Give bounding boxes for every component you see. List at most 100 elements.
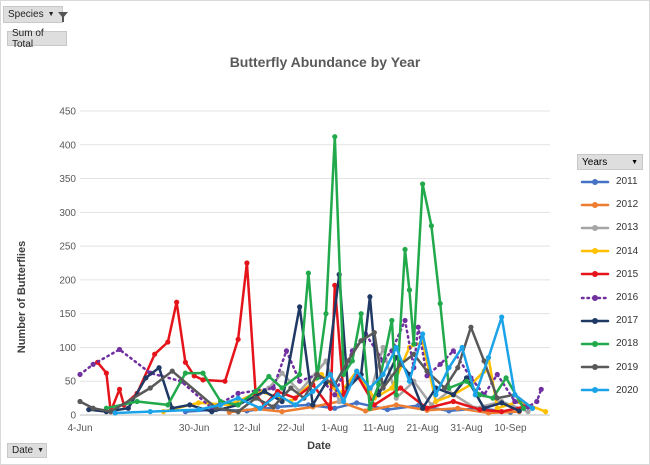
data-point: [437, 361, 443, 367]
dropdown-arrow-icon: ▼: [631, 158, 638, 166]
data-point: [376, 392, 382, 398]
data-point: [415, 324, 421, 330]
series-2018: [103, 134, 527, 411]
data-point: [393, 392, 399, 398]
data-point: [134, 398, 140, 405]
sum-of-total-label: Sum of Total: [12, 27, 44, 50]
data-point: [512, 392, 518, 398]
data-point: [367, 405, 373, 411]
data-point: [169, 368, 175, 374]
legend-item: 2020: [577, 379, 643, 402]
legend-header-label: Years: [582, 156, 608, 168]
data-point: [437, 300, 443, 307]
x-tick-label: 12-Jul: [233, 423, 260, 434]
legend-item: 2013: [577, 216, 643, 239]
legend-swatch: [580, 271, 610, 278]
date-field-button[interactable]: Date ▼: [7, 443, 47, 458]
legend-label: 2013: [616, 222, 639, 234]
data-point: [235, 390, 241, 396]
y-tick-label: 0: [70, 411, 76, 422]
data-point: [90, 361, 96, 367]
data-point: [380, 371, 386, 378]
data-point: [420, 181, 426, 187]
dropdown-arrow-icon: ▼: [47, 11, 55, 18]
data-point: [406, 378, 413, 384]
data-point: [455, 405, 461, 411]
data-point: [362, 408, 369, 414]
data-point: [275, 404, 281, 410]
data-point: [77, 398, 83, 405]
data-point: [358, 311, 364, 317]
data-point: [235, 402, 241, 408]
data-point: [266, 373, 272, 380]
data-point: [516, 408, 522, 414]
species-filter-label: Species: [8, 9, 44, 20]
data-point: [450, 398, 456, 405]
legend-item: 2014: [577, 240, 643, 263]
data-point: [217, 402, 224, 408]
data-point: [349, 358, 355, 364]
legend-label: 2016: [616, 292, 639, 304]
data-point: [529, 405, 536, 411]
data-point: [468, 324, 474, 330]
filter-funnel-icon: [57, 11, 68, 22]
date-field-label: Date: [12, 445, 34, 456]
data-point: [90, 405, 96, 411]
data-point: [543, 409, 549, 415]
data-point: [494, 371, 500, 378]
y-tick-label: 450: [59, 107, 76, 118]
data-point: [200, 377, 206, 383]
dropdown-arrow-icon: ▼: [37, 447, 45, 454]
data-point: [297, 371, 303, 378]
data-point: [165, 402, 171, 408]
data-point: [116, 386, 123, 392]
legend-swatch: [580, 248, 610, 255]
data-point: [332, 392, 338, 398]
years-filter-button[interactable]: Years ▼: [577, 154, 643, 170]
data-point: [253, 395, 259, 401]
data-point: [481, 405, 487, 411]
data-point: [446, 365, 452, 371]
data-point: [314, 371, 320, 378]
data-point: [485, 354, 492, 361]
data-point: [182, 359, 189, 365]
legend-label: 2011: [616, 176, 638, 188]
data-point: [354, 400, 360, 406]
data-point: [235, 395, 241, 401]
legend-item: 2018: [577, 332, 643, 355]
series-2020: [112, 314, 536, 416]
data-point: [494, 405, 500, 411]
series-2013: [235, 344, 531, 415]
x-tick-label: 21-Aug: [406, 423, 438, 434]
species-filter-button[interactable]: Species ▼: [3, 6, 68, 23]
data-point: [371, 329, 377, 336]
data-point: [327, 371, 333, 378]
data-point: [450, 392, 456, 398]
data-point: [402, 317, 408, 324]
sum-of-total-field-button[interactable]: Sum of Total: [7, 28, 67, 50]
data-point: [253, 388, 259, 394]
legend-label: 2017: [616, 315, 639, 327]
data-point: [235, 409, 241, 415]
legend-swatch: [580, 340, 610, 347]
series-line: [87, 273, 521, 413]
data-point: [332, 405, 338, 411]
data-point: [393, 402, 399, 408]
data-point: [292, 402, 298, 408]
data-point: [525, 409, 531, 415]
data-point: [103, 370, 109, 376]
data-point: [279, 385, 285, 391]
legend-label: 2012: [616, 199, 639, 211]
data-point: [235, 336, 241, 342]
data-point: [433, 398, 439, 405]
series-2016: [77, 317, 544, 411]
data-point: [332, 282, 338, 288]
data-point: [446, 385, 452, 391]
data-point: [297, 304, 303, 310]
data-point: [534, 398, 540, 405]
data-point: [143, 375, 149, 381]
data-point: [376, 382, 382, 388]
data-point: [420, 331, 426, 337]
data-point: [371, 402, 377, 408]
data-point: [459, 344, 465, 351]
